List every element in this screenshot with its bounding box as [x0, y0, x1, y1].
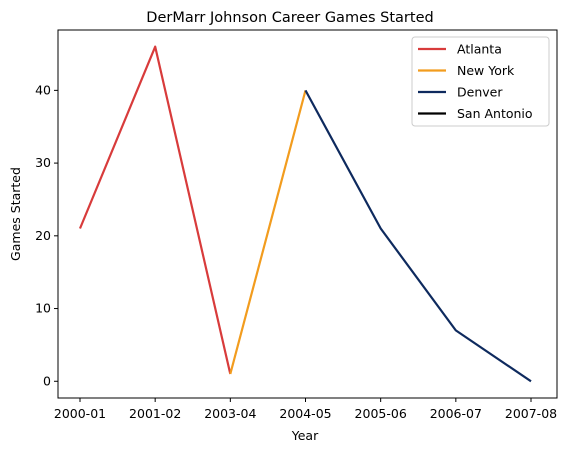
x-tick-label: 2004-05	[279, 406, 331, 421]
series-layer	[78, 45, 532, 383]
plot-area-frame	[57, 29, 558, 399]
x-tick-label: 2005-06	[355, 406, 407, 421]
y-tick-label: 20	[35, 228, 51, 243]
legend-label: Atlanta	[457, 42, 502, 57]
x-tick-label: 2001-02	[129, 406, 181, 421]
y-axis: 0 10 20 30 40	[35, 82, 58, 388]
legend: Atlanta New York Denver San Antonio	[411, 36, 550, 127]
y-axis-label: Games Started	[8, 167, 23, 261]
legend-label: San Antonio	[457, 106, 533, 121]
series-line-denver	[304, 89, 532, 383]
x-tick-label: 2007-08	[505, 406, 557, 421]
x-tick-label: 2006-07	[430, 406, 482, 421]
x-tick-label: 2000-01	[54, 406, 106, 421]
y-tick-label: 10	[35, 301, 51, 316]
y-tick-label: 30	[35, 155, 51, 170]
x-axis-label: Year	[291, 428, 319, 443]
legend-label: Denver	[457, 85, 503, 100]
chart-title: DerMarr Johnson Career Games Started	[146, 10, 433, 26]
y-tick-label: 40	[35, 82, 51, 97]
legend-label: New York	[457, 63, 515, 78]
x-axis: 2000-01 2001-02 2003-04 2004-05 2005-06 2006-…	[54, 398, 557, 421]
series-line-atlanta	[78, 45, 232, 375]
y-tick-label: 0	[43, 373, 51, 388]
x-tick-label: 2003-04	[204, 406, 256, 421]
legend-box	[411, 36, 550, 127]
series-line-new-york	[229, 90, 307, 375]
